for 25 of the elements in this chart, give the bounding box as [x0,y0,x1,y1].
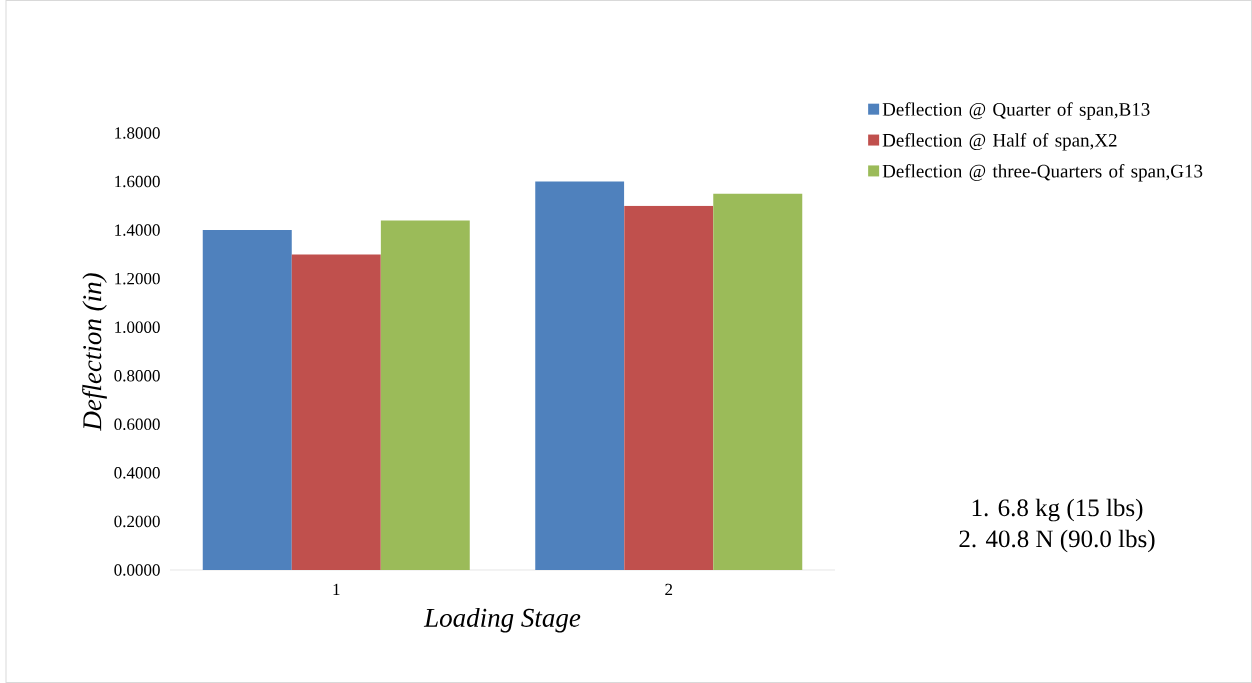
y-tick-label: 1.0000 [115,321,160,333]
x-tick-label: 1 [333,583,340,596]
legend-label: Deflection @ Quarter of span,B13 [882,102,1150,120]
bar [380,220,470,570]
text: 1. 6.8 kg (15 lbs) [972,498,1143,522]
y-tick-label: 0.4000 [114,467,160,479]
x-axis-title: Loading Stage [423,607,581,633]
y-tick-label: 0.6000 [114,418,160,431]
y-tick-label: 0.0000 [114,564,160,576]
y-tick-label: 0.2000 [114,515,160,528]
bar [202,230,292,570]
y-tick-label: 1.2000 [115,272,160,285]
bar [535,181,625,570]
legend-label: Deflection @ Half of span,X2 [882,133,1117,151]
bar [291,254,381,570]
x-tick-label: 2 [665,583,673,596]
y-axis-title: Deflection (in) [82,273,107,431]
bar [624,205,714,570]
bar [713,193,803,570]
y-tick-label: 0.8000 [114,370,160,382]
y-tick-label: 1.6000 [115,175,160,188]
legend-label: Deflection @ three-Quarters of span,G13 [882,163,1203,182]
y-tick-label: 1.8000 [115,127,160,139]
text: 2. 40.8 N (90.0 lbs) [959,529,1155,553]
y-tick-label: 1.4000 [115,224,160,236]
